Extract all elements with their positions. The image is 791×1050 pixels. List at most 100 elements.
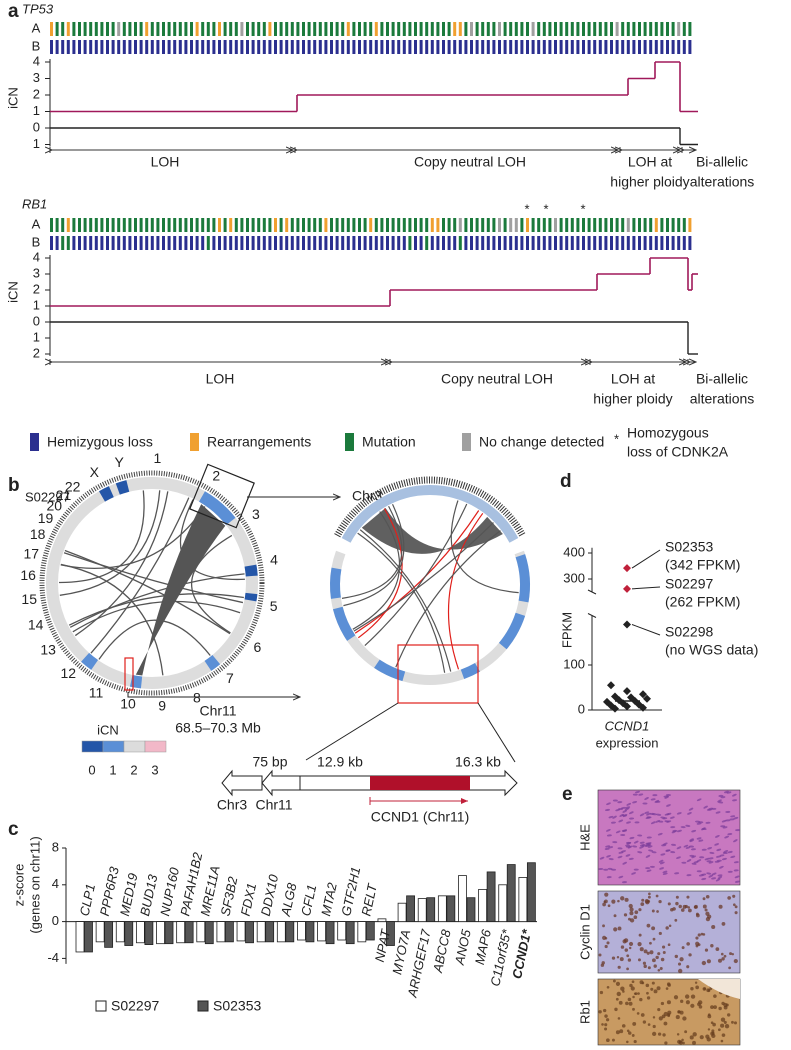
track-b-bar (302, 236, 305, 250)
track-a-bar (470, 22, 473, 36)
nucleus (710, 1005, 714, 1010)
track-a-bar (593, 218, 597, 232)
nucleus (713, 994, 717, 998)
bar (365, 921, 375, 941)
track-a-bar (621, 22, 625, 36)
track-b-bar (626, 40, 630, 54)
bar (458, 875, 467, 922)
track-b-bar (537, 236, 541, 250)
y-tick-label: 1 (33, 136, 40, 151)
x-tick-label: CFL1 (298, 883, 319, 917)
track-a-bar (83, 218, 87, 232)
zoom-fan (361, 507, 503, 554)
track-b-bar (380, 236, 384, 250)
nucleus (633, 915, 638, 920)
nucleus (620, 806, 626, 809)
track-b-bar (201, 40, 205, 54)
y-tick-label: 1 (33, 329, 40, 344)
track-b-bar (458, 40, 462, 54)
nucleus (684, 904, 688, 909)
axis-label: z-score (11, 864, 26, 907)
y-tick-label: 4 (33, 53, 40, 68)
track-a-bar (638, 22, 641, 36)
nucleus (695, 936, 699, 940)
nucleus (732, 903, 736, 907)
track-a-bar (296, 218, 300, 232)
track-a-bar (279, 218, 283, 232)
track-a-bar (257, 22, 261, 36)
nucleus (686, 965, 690, 969)
track-b-bar (369, 236, 373, 250)
nucleus (715, 811, 721, 814)
nucleus (697, 933, 701, 937)
track-a-bar (274, 22, 277, 36)
nucleus (626, 842, 632, 845)
track-a-bar (167, 22, 171, 36)
nucleus (603, 868, 609, 871)
bar (265, 921, 275, 943)
track-b-bar (453, 236, 457, 250)
y-tick-label: 0 (33, 119, 40, 134)
cn-segment (498, 612, 526, 650)
track-a-bar (565, 218, 569, 232)
track-b-bar (402, 236, 406, 250)
track-a-bar (666, 22, 669, 36)
track-a-bar (246, 218, 249, 232)
region-label: LOH (151, 154, 180, 170)
track-b-bar (50, 236, 53, 250)
sv-link (98, 619, 211, 660)
track-b-bar (498, 236, 501, 250)
track-a-bar (257, 218, 261, 232)
track-b-bar (548, 40, 552, 54)
nucleus (633, 868, 639, 871)
nucleus (701, 960, 707, 966)
nucleus (714, 860, 720, 863)
track-b-bar (184, 236, 188, 250)
track-a-bar (66, 218, 70, 232)
track-a-bar (296, 22, 300, 36)
nucleus (673, 995, 679, 1000)
track-a-bar (514, 218, 518, 232)
track-a-bar (397, 218, 401, 232)
nucleus (621, 1024, 626, 1028)
nucleus (705, 916, 711, 922)
nucleus (711, 877, 717, 880)
chromosome-label: 7 (226, 670, 234, 686)
track-b-bar (246, 40, 249, 54)
track-a-bar (537, 22, 541, 36)
nucleus (664, 795, 670, 799)
nucleus (663, 1021, 668, 1026)
track-b-bar (537, 40, 541, 54)
track-a-bar (604, 22, 608, 36)
track-b-bar (94, 40, 98, 54)
sv-link (90, 497, 190, 654)
track-a-bar (324, 22, 328, 36)
track-a-bar (190, 22, 193, 36)
nucleus (666, 1000, 671, 1005)
nucleus (649, 865, 655, 868)
track-b-bar (414, 40, 417, 54)
track-a-bar (587, 22, 591, 36)
star: * (524, 201, 529, 216)
nucleus (670, 826, 676, 829)
legend-swatch (197, 1000, 209, 1012)
track-a-bar (128, 218, 132, 232)
track-a-bar (447, 218, 451, 232)
bar (225, 921, 234, 943)
nucleus (674, 954, 679, 959)
nucleus (622, 829, 628, 832)
track-b-bar (391, 40, 395, 54)
track-b-bar (162, 40, 165, 54)
track-b-bar (195, 236, 199, 250)
track-b-bar (481, 40, 485, 54)
track-b-bar (402, 40, 406, 54)
bar (506, 864, 516, 922)
track-a-bar (150, 218, 154, 232)
track-a-bar (582, 218, 585, 232)
nucleus (606, 855, 611, 858)
nucleus (725, 819, 731, 822)
track-b-bar (542, 40, 546, 54)
nucleus (641, 898, 645, 902)
track-b-bar (324, 236, 328, 250)
nucleus (640, 902, 645, 906)
